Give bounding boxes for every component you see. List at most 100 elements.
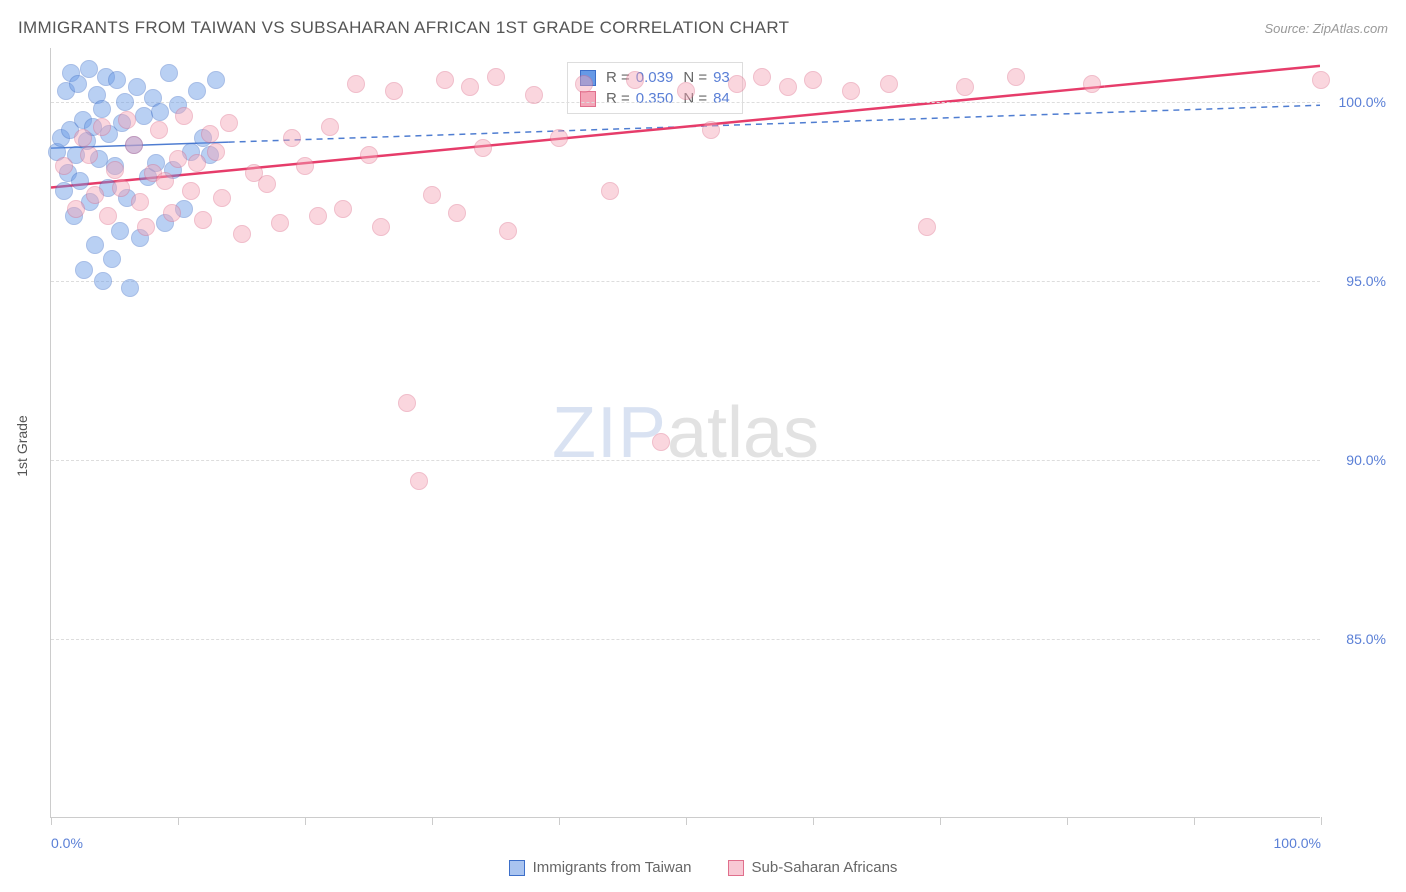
point-subsaharan (233, 225, 251, 243)
point-subsaharan (880, 75, 898, 93)
stats-row: R = 0.039N = 93 (580, 67, 730, 88)
x-tick (432, 817, 433, 825)
point-taiwan (80, 60, 98, 78)
legend-swatch (509, 860, 525, 876)
x-tick (1321, 817, 1322, 825)
point-subsaharan (137, 218, 155, 236)
point-taiwan (160, 64, 178, 82)
point-subsaharan (86, 186, 104, 204)
x-tick (178, 817, 179, 825)
point-subsaharan (1312, 71, 1330, 89)
chart-title: IMMIGRANTS FROM TAIWAN VS SUBSAHARAN AFR… (18, 18, 789, 38)
point-subsaharan (283, 129, 301, 147)
y-tick-label: 90.0% (1346, 452, 1386, 468)
point-taiwan (103, 250, 121, 268)
stats-box: R = 0.039N = 93R = 0.350N = 84 (567, 62, 743, 114)
point-subsaharan (201, 125, 219, 143)
point-subsaharan (474, 139, 492, 157)
point-subsaharan (106, 161, 124, 179)
point-subsaharan (296, 157, 314, 175)
point-subsaharan (169, 150, 187, 168)
point-subsaharan (601, 182, 619, 200)
point-taiwan (71, 172, 89, 190)
series-swatch (580, 91, 596, 107)
watermark: ZIPatlas (552, 392, 819, 474)
point-taiwan (94, 272, 112, 290)
x-tick (1194, 817, 1195, 825)
point-taiwan (207, 71, 225, 89)
point-subsaharan (188, 154, 206, 172)
point-subsaharan (677, 82, 695, 100)
point-subsaharan (67, 200, 85, 218)
point-taiwan (116, 93, 134, 111)
point-subsaharan (575, 75, 593, 93)
point-subsaharan (55, 157, 73, 175)
x-tick-label: 100.0% (1274, 835, 1321, 851)
point-subsaharan (842, 82, 860, 100)
x-tick (686, 817, 687, 825)
point-taiwan (69, 75, 87, 93)
legend-swatch (728, 860, 744, 876)
point-subsaharan (652, 433, 670, 451)
point-subsaharan (461, 78, 479, 96)
point-subsaharan (436, 71, 454, 89)
point-taiwan (111, 222, 129, 240)
x-tick (1067, 817, 1068, 825)
x-tick (940, 817, 941, 825)
y-tick-label: 95.0% (1346, 273, 1386, 289)
legend: Immigrants from Taiwan Sub-Saharan Africa… (0, 859, 1406, 876)
gridline (51, 639, 1320, 640)
point-subsaharan (74, 129, 92, 147)
point-subsaharan (918, 218, 936, 236)
point-subsaharan (448, 204, 466, 222)
source-attribution: Source: ZipAtlas.com (1264, 21, 1388, 36)
legend-label: Sub-Saharan Africans (752, 859, 898, 876)
legend-label: Immigrants from Taiwan (533, 859, 692, 876)
gridline (51, 281, 1320, 282)
point-subsaharan (499, 222, 517, 240)
point-subsaharan (131, 193, 149, 211)
y-tick-label: 100.0% (1339, 94, 1386, 110)
point-subsaharan (321, 118, 339, 136)
point-subsaharan (175, 107, 193, 125)
point-subsaharan (1007, 68, 1025, 86)
plot-area: ZIPatlas R = 0.039N = 93R = 0.350N = 84 … (50, 48, 1320, 818)
gridline (51, 102, 1320, 103)
point-subsaharan (194, 211, 212, 229)
point-subsaharan (779, 78, 797, 96)
point-subsaharan (99, 207, 117, 225)
point-subsaharan (423, 186, 441, 204)
point-subsaharan (213, 189, 231, 207)
point-taiwan (135, 107, 153, 125)
point-taiwan (121, 279, 139, 297)
point-subsaharan (258, 175, 276, 193)
plot-container: ZIPatlas R = 0.039N = 93R = 0.350N = 84 … (50, 48, 1320, 818)
point-subsaharan (410, 472, 428, 490)
trend-lines (51, 48, 1320, 817)
legend-item: Sub-Saharan Africans (728, 859, 898, 876)
point-taiwan (93, 100, 111, 118)
point-subsaharan (150, 121, 168, 139)
point-subsaharan (626, 71, 644, 89)
point-subsaharan (118, 111, 136, 129)
point-subsaharan (804, 71, 822, 89)
stats-row: R = 0.350N = 84 (580, 88, 730, 109)
x-tick (51, 817, 52, 825)
point-subsaharan (347, 75, 365, 93)
point-taiwan (188, 82, 206, 100)
point-taiwan (108, 71, 126, 89)
point-subsaharan (728, 75, 746, 93)
point-taiwan (151, 103, 169, 121)
point-taiwan (75, 261, 93, 279)
point-subsaharan (271, 214, 289, 232)
gridline (51, 460, 1320, 461)
x-tick (305, 817, 306, 825)
point-subsaharan (163, 204, 181, 222)
x-tick (813, 817, 814, 825)
point-subsaharan (372, 218, 390, 236)
point-subsaharan (220, 114, 238, 132)
point-subsaharan (385, 82, 403, 100)
point-subsaharan (956, 78, 974, 96)
y-axis-title: 1st Grade (14, 415, 30, 476)
x-tick-label: 0.0% (51, 835, 83, 851)
